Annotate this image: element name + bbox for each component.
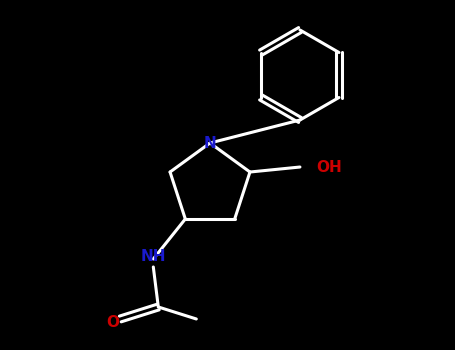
Text: O: O: [106, 315, 119, 330]
Text: N: N: [204, 135, 217, 150]
Text: NH: NH: [141, 250, 166, 265]
Text: OH: OH: [316, 160, 342, 175]
